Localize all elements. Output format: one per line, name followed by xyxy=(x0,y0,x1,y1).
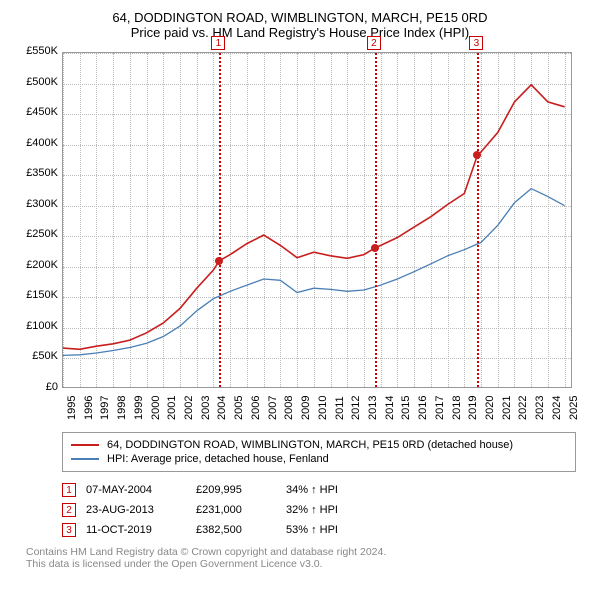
y-axis-label: £0 xyxy=(12,381,58,393)
x-axis-label: 2023 xyxy=(534,396,546,420)
chart-container: 64, DODDINGTON ROAD, WIMBLINGTON, MARCH,… xyxy=(0,0,600,590)
x-axis-label: 2004 xyxy=(216,396,228,420)
x-axis-label: 2015 xyxy=(400,396,412,420)
sale-pct: 53% ↑ HPI xyxy=(286,520,348,540)
y-axis-label: £500K xyxy=(12,76,58,88)
sale-index-box: 1 xyxy=(62,483,76,497)
x-axis-label: 2019 xyxy=(467,396,479,420)
y-axis-label: £550K xyxy=(12,45,58,57)
chart-title: 64, DODDINGTON ROAD, WIMBLINGTON, MARCH,… xyxy=(12,10,588,25)
chart-subtitle: Price paid vs. HM Land Registry's House … xyxy=(12,25,588,40)
sale-price: £231,000 xyxy=(196,500,286,520)
legend-swatch xyxy=(71,458,99,460)
chart-area: £0 £50K £100K £150K £200K £250K £300K £350K £400… xyxy=(12,48,588,428)
legend-label: HPI: Average price, detached house, Fenl… xyxy=(107,453,329,465)
sale-price: £382,500 xyxy=(196,520,286,540)
x-axis-label: 2025 xyxy=(568,396,580,420)
x-axis-label: 2014 xyxy=(384,396,396,420)
x-axis-label: 2009 xyxy=(300,396,312,420)
x-axis-label: 2005 xyxy=(233,396,245,420)
y-axis-label: £250K xyxy=(12,228,58,240)
x-axis-label: 2001 xyxy=(166,396,178,420)
x-axis-label: 2012 xyxy=(350,396,362,420)
series-property xyxy=(63,85,565,350)
sale-pct: 34% ↑ HPI xyxy=(286,480,348,500)
sale-date: 23-AUG-2013 xyxy=(86,500,196,520)
sale-pct: 32% ↑ HPI xyxy=(286,500,348,520)
footer: Contains HM Land Registry data © Crown c… xyxy=(26,546,576,570)
y-axis-label: £100K xyxy=(12,320,58,332)
sale-marker-line xyxy=(477,53,479,387)
sale-row: 2 23-AUG-2013£231,00032% ↑ HPI xyxy=(62,500,348,520)
y-axis-label: £50K xyxy=(12,350,58,362)
legend: 64, DODDINGTON ROAD, WIMBLINGTON, MARCH,… xyxy=(62,432,576,472)
legend-item: 64, DODDINGTON ROAD, WIMBLINGTON, MARCH,… xyxy=(71,439,567,451)
chart-plot xyxy=(62,52,572,388)
x-axis-label: 2021 xyxy=(501,396,513,420)
x-axis-label: 1997 xyxy=(99,396,111,420)
footer-line-2: This data is licensed under the Open Gov… xyxy=(26,558,576,570)
x-axis-label: 2003 xyxy=(200,396,212,420)
x-axis-label: 2024 xyxy=(551,396,563,420)
x-axis-label: 1998 xyxy=(116,396,128,420)
legend-swatch xyxy=(71,444,99,446)
y-axis-label: £400K xyxy=(12,137,58,149)
sale-marker-box: 2 xyxy=(367,36,381,50)
sale-marker-line xyxy=(219,53,221,387)
x-axis-label: 1996 xyxy=(83,396,95,420)
y-axis-label: £350K xyxy=(12,167,58,179)
sale-row: 1 07-MAY-2004£209,99534% ↑ HPI xyxy=(62,480,348,500)
footer-line-1: Contains HM Land Registry data © Crown c… xyxy=(26,546,576,558)
x-axis-label: 2017 xyxy=(434,396,446,420)
y-axis-label: £450K xyxy=(12,106,58,118)
sale-row: 3 11-OCT-2019£382,50053% ↑ HPI xyxy=(62,520,348,540)
sale-marker-line xyxy=(375,53,377,387)
sale-marker-box: 3 xyxy=(469,36,483,50)
series-hpi xyxy=(63,189,565,356)
sale-price: £209,995 xyxy=(196,480,286,500)
x-axis-label: 2006 xyxy=(250,396,262,420)
x-axis-label: 2008 xyxy=(283,396,295,420)
y-axis-label: £200K xyxy=(12,259,58,271)
sale-date: 11-OCT-2019 xyxy=(86,520,196,540)
sale-marker-box: 1 xyxy=(211,36,225,50)
x-axis-label: 2011 xyxy=(334,396,346,420)
sale-marker-dot xyxy=(215,257,223,265)
x-axis-label: 2002 xyxy=(183,396,195,420)
y-axis-label: £150K xyxy=(12,289,58,301)
x-axis-label: 2010 xyxy=(317,396,329,420)
sale-marker-dot xyxy=(473,151,481,159)
x-axis-label: 2018 xyxy=(451,396,463,420)
chart-lines xyxy=(63,53,573,389)
x-axis-label: 1995 xyxy=(66,396,78,420)
x-axis-label: 2016 xyxy=(417,396,429,420)
x-axis-label: 2007 xyxy=(267,396,279,420)
x-axis-label: 2000 xyxy=(150,396,162,420)
y-axis-label: £300K xyxy=(12,198,58,210)
sale-index-box: 3 xyxy=(62,523,76,537)
x-axis-label: 1999 xyxy=(133,396,145,420)
x-axis-label: 2013 xyxy=(367,396,379,420)
sale-marker-dot xyxy=(371,244,379,252)
legend-item: HPI: Average price, detached house, Fenl… xyxy=(71,453,567,465)
sale-date: 07-MAY-2004 xyxy=(86,480,196,500)
x-axis-label: 2022 xyxy=(517,396,529,420)
sales-table: 1 07-MAY-2004£209,99534% ↑ HPI 2 23-AUG-201… xyxy=(62,480,576,540)
sale-index-box: 2 xyxy=(62,503,76,517)
x-axis-label: 2020 xyxy=(484,396,496,420)
legend-label: 64, DODDINGTON ROAD, WIMBLINGTON, MARCH,… xyxy=(107,439,513,451)
